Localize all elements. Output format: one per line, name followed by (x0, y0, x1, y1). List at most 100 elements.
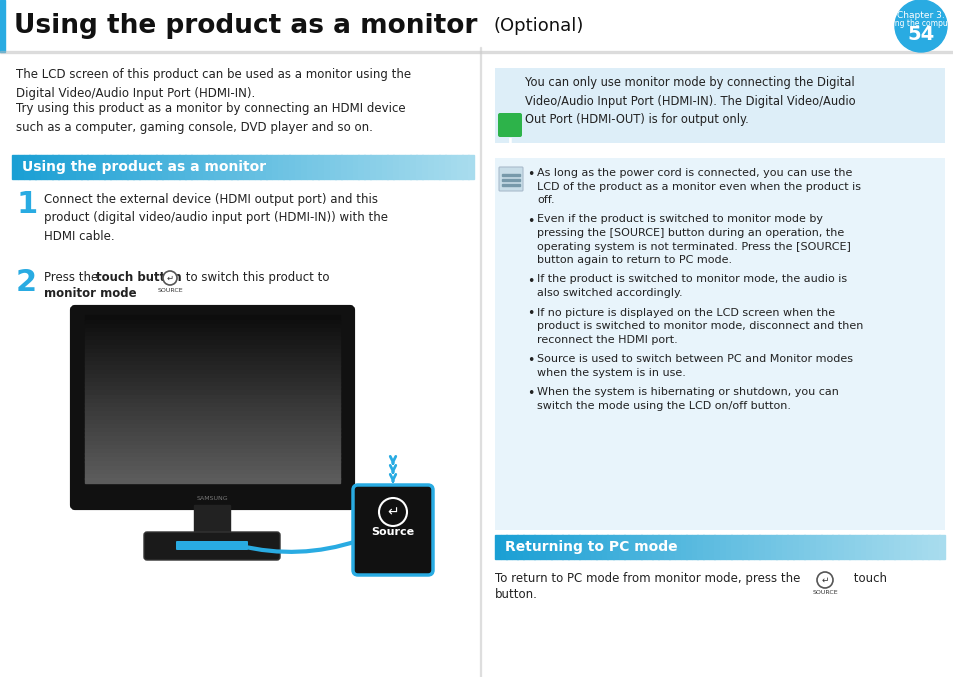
Bar (92, 155, 99, 179)
Text: The LCD screen of this product can be used as a monitor using the
Digital Video/: The LCD screen of this product can be us… (16, 68, 411, 100)
Bar (85, 345, 339, 349)
Text: •: • (526, 215, 534, 227)
Bar (139, 155, 145, 179)
Bar (289, 155, 295, 179)
Text: •: • (526, 168, 534, 181)
Bar (370, 155, 375, 179)
Bar (70, 155, 76, 179)
Bar (85, 457, 339, 462)
Bar (838, 535, 843, 559)
Bar (24, 155, 30, 179)
Bar (85, 395, 339, 399)
Text: If no picture is displayed on the LCD screen when the
product is switched to mon: If no picture is displayed on the LCD sc… (537, 307, 862, 345)
Bar (596, 535, 601, 559)
Bar (451, 155, 456, 179)
Bar (110, 155, 116, 179)
Bar (669, 535, 675, 559)
Text: Using the computer: Using the computer (882, 20, 953, 28)
Bar (848, 535, 855, 559)
Text: Connect the external device (HDMI output port) and this
product (digital video/a: Connect the external device (HDMI output… (44, 193, 388, 243)
Bar (35, 155, 41, 179)
Bar (517, 535, 523, 559)
Bar (528, 535, 535, 559)
Bar (85, 445, 339, 450)
Bar (871, 535, 877, 559)
Bar (85, 407, 339, 412)
Bar (815, 535, 821, 559)
Bar (512, 535, 517, 559)
Bar (832, 535, 838, 559)
Text: Source is used to switch between PC and Monitor modes
when the system is in use.: Source is used to switch between PC and … (537, 354, 852, 378)
Bar (522, 535, 529, 559)
Bar (47, 155, 52, 179)
FancyBboxPatch shape (175, 541, 248, 550)
Bar (12, 155, 18, 179)
Bar (85, 328, 339, 332)
Bar (613, 535, 618, 559)
Bar (191, 155, 197, 179)
Bar (85, 349, 339, 353)
Bar (578, 535, 585, 559)
Text: touch: touch (849, 572, 886, 585)
Bar (590, 535, 597, 559)
Text: To return to PC mode from monitor mode, press the: To return to PC mode from monitor mode, … (495, 572, 800, 585)
Bar (193, 505, 230, 535)
Bar (893, 535, 900, 559)
Bar (916, 535, 923, 559)
Bar (116, 155, 122, 179)
Text: touch button: touch button (96, 271, 181, 284)
Text: Try using this product as a monitor by connecting an HDMI device
such as a compu: Try using this product as a monitor by c… (16, 102, 405, 133)
Bar (162, 155, 169, 179)
Text: SOURCE: SOURCE (811, 590, 837, 595)
Bar (427, 155, 434, 179)
Text: Chapter 3.: Chapter 3. (896, 12, 943, 20)
Bar (87, 155, 93, 179)
Bar (85, 336, 339, 341)
Bar (98, 155, 105, 179)
Text: !: ! (506, 137, 513, 152)
Bar (479, 47, 480, 677)
Text: •: • (526, 274, 534, 288)
Text: You can only use monitor mode by connecting the Digital
Video/Audio Input Port (: You can only use monitor mode by connect… (524, 76, 855, 126)
Bar (85, 441, 339, 445)
Bar (364, 155, 370, 179)
Bar (317, 155, 324, 179)
Bar (708, 535, 714, 559)
Bar (85, 341, 339, 345)
Bar (468, 155, 474, 179)
Bar (85, 357, 339, 362)
Bar (393, 155, 399, 179)
Bar (623, 535, 630, 559)
Bar (922, 535, 927, 559)
Bar (237, 155, 243, 179)
Bar (786, 535, 793, 559)
Bar (803, 535, 810, 559)
Bar (330, 155, 335, 179)
Bar (501, 179, 519, 181)
Bar (128, 155, 133, 179)
Bar (85, 470, 339, 475)
Text: ↵: ↵ (821, 575, 828, 584)
Bar (720, 535, 725, 559)
Text: ↵: ↵ (387, 505, 398, 519)
Bar (18, 155, 24, 179)
Bar (781, 535, 787, 559)
Bar (312, 155, 318, 179)
Bar (85, 374, 339, 378)
Bar (404, 155, 411, 179)
Text: Source: Source (371, 527, 415, 537)
FancyBboxPatch shape (498, 167, 522, 191)
Bar (462, 155, 468, 179)
Circle shape (378, 498, 407, 526)
Bar (618, 535, 624, 559)
Bar (731, 535, 737, 559)
Bar (277, 155, 284, 179)
Bar (741, 535, 748, 559)
Bar (85, 462, 339, 466)
Bar (122, 155, 128, 179)
Bar (232, 155, 237, 179)
Bar (568, 535, 574, 559)
Bar (534, 535, 540, 559)
Text: •: • (526, 307, 534, 320)
Bar (85, 478, 339, 483)
